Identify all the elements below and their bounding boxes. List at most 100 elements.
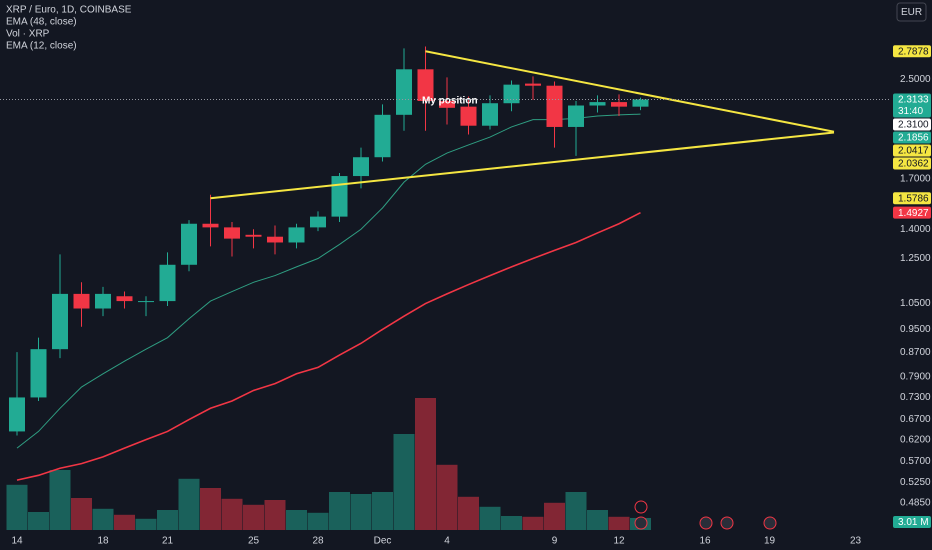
ema-long-line [16,211,641,481]
price-tag-label: 2.0362 [898,159,929,170]
volume-bar [200,488,221,530]
candle-body [568,105,584,127]
volume-bar [415,398,436,530]
x-tick-label: 23 [850,536,862,547]
price-tag [893,206,931,219]
y-tick-label: 1.0500 [900,298,931,309]
price-tag-label: 2.3100 [898,120,929,131]
x-tick-label: 28 [312,536,324,547]
plot-area: My position [0,46,890,530]
ema-short-line [16,113,641,449]
candle-body [546,85,563,127]
y-tick-label: 0.5250 [900,477,931,488]
y-tick-label: 1.4000 [900,224,931,235]
event-icon[interactable] [720,516,734,530]
y-tick-label: 0.6700 [900,414,931,425]
y-tick-label: 0.4850 [900,498,931,509]
volume-bar [286,510,307,530]
volume-bar [565,492,587,530]
currency-label[interactable]: EUR [901,7,922,18]
volume-bar [71,498,92,530]
trendline [210,131,835,200]
volume-bar [221,498,243,530]
x-tick-label: 16 [699,536,711,547]
candle-body [482,103,498,126]
volume-bar [28,512,49,530]
price-tag-label: 2.1856 [898,133,929,144]
y-tick-label: 0.5700 [900,456,931,467]
candle-body [159,264,176,302]
y-tick-label: 1.7000 [900,174,931,185]
candle-body [202,223,219,228]
event-icon[interactable] [634,500,648,514]
candle-body [396,69,412,115]
candle-body [30,349,47,398]
x-tick-label: 14 [11,536,23,547]
event-icon[interactable] [699,516,713,530]
volume-bar [243,504,264,530]
volume-bar [436,464,458,530]
volume-bar [544,502,565,530]
volume-tag-label: 3.01 M [898,517,929,528]
price-tag-label: 1.5786 [898,193,929,204]
candle-body [116,296,133,302]
volume-bar [114,514,135,530]
price-tag-label: 1.4927 [898,208,929,219]
legend-symbol: XRP / Euro, 1D, COINBASE [6,5,132,16]
candle-body [138,301,154,303]
x-tick-label: 21 [162,536,174,547]
volume-bar [264,500,286,530]
candle-body [374,114,391,158]
y-tick-label: 0.7300 [900,392,931,403]
price-tag-label: 2.3133 [898,95,929,106]
candle-body [589,102,606,106]
legend-ema-long: EMA (48, close) [6,17,77,28]
x-tick-label: 12 [613,536,625,547]
candle-body [224,227,240,239]
candle-body [181,223,197,265]
volume-bar [522,516,544,530]
candle-body [9,397,25,432]
position-annotation: My position [422,95,478,106]
trendline [425,50,835,133]
candle-body [245,234,262,237]
volume-bar [350,494,372,530]
volume-bar [307,512,329,530]
candle-body [460,106,477,126]
candle-body [417,69,434,101]
candle-body [73,293,90,309]
x-tick-label: Dec [374,536,392,547]
legend-volume: Vol · XRP [6,29,50,40]
price-tag [893,131,931,144]
event-icon[interactable] [634,516,648,530]
x-tick-label: 18 [97,536,109,547]
volume-bar [501,516,522,530]
volume-bar [92,508,114,530]
legend-ema-short: EMA (12, close) [6,41,77,52]
event-icons [634,500,777,530]
candle-body [331,176,348,217]
price-tag [893,144,931,157]
volume-bar [479,506,501,530]
event-icon[interactable] [763,516,777,530]
candle-body [632,99,649,107]
currency-button[interactable] [896,2,927,22]
volume-bar [49,470,71,530]
candle-body [503,84,520,104]
volume-bar [458,496,479,530]
x-tick-label: 25 [248,536,260,547]
volume-bar [135,518,157,530]
x-tick-label: 19 [764,536,776,547]
price-tag [893,45,931,58]
price-tag-label: 2.7878 [898,46,929,57]
price-tag [893,118,931,131]
volume-bar [178,478,200,530]
price-tag [893,157,931,170]
countdown: 31:40 [898,106,923,117]
candle-body [310,216,326,228]
candle-body [525,83,541,86]
y-tick-label: 2.5000 [900,74,931,85]
volume-bar [329,492,350,530]
